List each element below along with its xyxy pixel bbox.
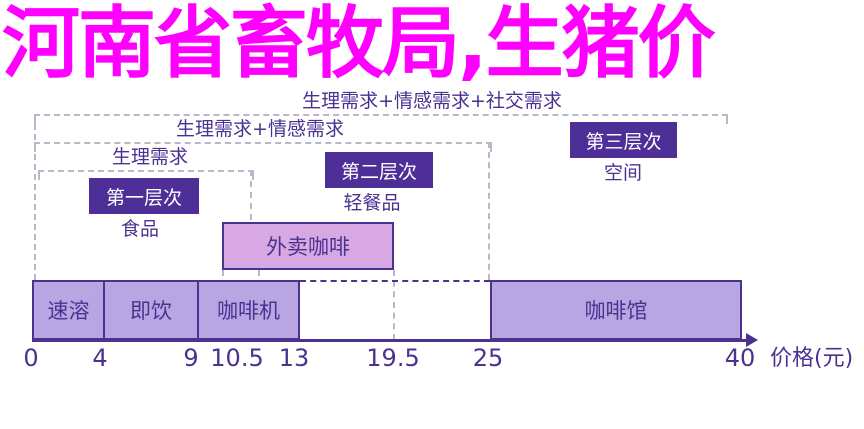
tick-label: 9 (183, 344, 199, 372)
takeaway-box: 外卖咖啡 (222, 222, 394, 270)
level-2-box: 第二层次 (325, 152, 433, 188)
inner-group-label: 生理需求 (111, 146, 189, 168)
tick-label: 25 (472, 344, 504, 372)
inner-group-bracket (38, 170, 254, 180)
divider (34, 114, 36, 340)
divider (250, 170, 252, 220)
middle-group-bracket (34, 142, 492, 152)
tick-label: 40 (724, 344, 756, 372)
bar-ready-to-drink: 即饮 (103, 280, 199, 340)
divider (393, 270, 395, 340)
tick-label: 13 (278, 344, 310, 372)
outer-group-label: 生理需求+情感需求+社交需求 (302, 90, 562, 112)
tick-label: 0 (23, 344, 39, 372)
divider (488, 142, 490, 280)
bar-coffee-machine: 咖啡机 (197, 280, 300, 340)
overlay-title: 河南省畜牧局,生猪价 (2, 0, 716, 89)
gap-dashed-top (300, 280, 490, 282)
level-3-sub: 空间 (603, 162, 643, 184)
tick-label: 19.5 (366, 344, 420, 372)
level-1-sub: 食品 (120, 218, 160, 240)
x-axis-label: 价格(元) (770, 346, 854, 371)
bar-coffee-shop: 咖啡馆 (490, 280, 742, 340)
x-axis-arrow-icon (746, 333, 758, 347)
level-3-box: 第三层次 (570, 122, 677, 158)
middle-group-label: 生理需求+情感需求 (176, 118, 344, 140)
level-2-sub: 轻餐品 (343, 192, 401, 214)
tick-label: 4 (92, 344, 108, 372)
bar-instant: 速溶 (32, 280, 105, 340)
x-axis-line (32, 339, 748, 342)
level-1-box: 第一层次 (89, 178, 199, 214)
tick-label: 10.5 (210, 344, 264, 372)
